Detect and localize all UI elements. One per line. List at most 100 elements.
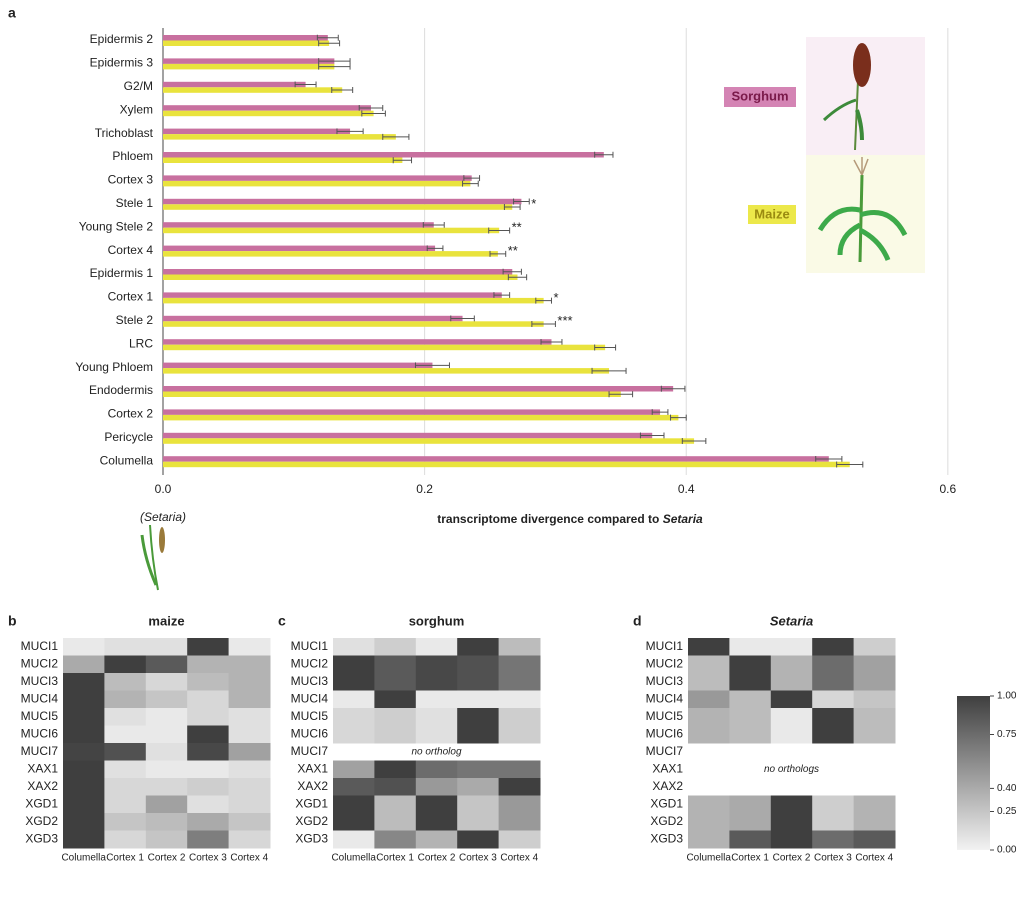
- bar: [163, 292, 502, 298]
- row-label: XGD1: [25, 796, 58, 810]
- row-label: MUCI1: [21, 639, 59, 653]
- heatmap-cell: [498, 830, 541, 849]
- error-bar: [670, 414, 687, 421]
- bar: [163, 58, 335, 64]
- heatmap-cell: [145, 638, 188, 656]
- heatmap-cell: [457, 725, 500, 744]
- heatmap-cell: [498, 813, 541, 831]
- row-label: XAX1: [297, 761, 328, 775]
- heatmap-cell: [415, 725, 458, 744]
- heatmap-cell: [457, 673, 500, 691]
- error-bar: [414, 362, 450, 369]
- significance: ***: [557, 313, 572, 328]
- bar: [163, 315, 463, 322]
- maize-plant: [817, 157, 908, 263]
- error-bar: [531, 321, 556, 328]
- heatmap-cell: [63, 795, 105, 814]
- x-axis-label-italic: Setaria: [663, 512, 703, 526]
- significance: *: [553, 290, 558, 305]
- heatmap-cell: [415, 778, 458, 796]
- colorbar-tick-label: 1.00: [997, 691, 1017, 702]
- row-label: XAX1: [27, 761, 58, 775]
- error-bar: [463, 175, 481, 182]
- heatmap-cell: [374, 690, 417, 709]
- y-tick-label: Trichoblast: [95, 126, 154, 140]
- x-tick-label: 0.2: [416, 482, 433, 496]
- row-label: MUCI5: [21, 709, 59, 723]
- heatmap-cell: [457, 778, 500, 796]
- x-axis-label-text: transcriptome divergence compared to: [437, 512, 659, 526]
- bar: [163, 368, 610, 374]
- heatmap-cell: [853, 655, 896, 674]
- heatmap-cell: [228, 690, 271, 709]
- row-label: XGD2: [25, 814, 58, 828]
- heatmap-cell: [498, 673, 541, 691]
- heatmap-cell: [145, 813, 188, 831]
- column-label: Cortex 1: [731, 853, 769, 864]
- bar: [163, 157, 403, 163]
- heatmap-cell: [770, 795, 813, 814]
- panel-label: d: [633, 613, 642, 629]
- heatmap-cell: [415, 708, 458, 726]
- y-tick-label: Cortex 4: [108, 243, 154, 257]
- heatmap-cell: [374, 673, 417, 691]
- heatmap-cell: [812, 638, 855, 656]
- maize-legend-box: [748, 205, 796, 224]
- row-label: XAX2: [27, 779, 58, 793]
- heatmap-cell: [498, 638, 541, 656]
- row-label: MUCI7: [291, 744, 329, 758]
- heatmap-cell: [63, 725, 105, 744]
- bar: [163, 391, 621, 397]
- heatmap-cell: [145, 795, 188, 814]
- row-label: XGD3: [295, 831, 328, 845]
- heatmap-cell: [812, 725, 855, 744]
- heatmap-cell: [729, 708, 772, 726]
- heatmap-cell: [853, 830, 896, 849]
- heatmap-cell: [729, 638, 772, 656]
- y-tick-label: Endodermis: [89, 383, 153, 397]
- heatmap-cell: [104, 725, 147, 744]
- error-bar: [594, 344, 617, 351]
- heatmap-cell: [374, 708, 417, 726]
- bar: [163, 81, 306, 88]
- bar: [163, 386, 674, 392]
- error-bar: [513, 198, 530, 205]
- heatmap-cell: [688, 795, 730, 814]
- heatmap-cell: [104, 708, 147, 726]
- heatmap-cell: [770, 830, 813, 849]
- heatmap-cell: [63, 655, 105, 674]
- bar: [163, 456, 829, 462]
- row-label: MUCI1: [291, 639, 329, 653]
- bar: [163, 339, 552, 345]
- heatmap-cell: [333, 673, 375, 691]
- heatmap-cell: [853, 795, 896, 814]
- heatmap-cell: [457, 690, 500, 709]
- error-bar: [336, 128, 364, 135]
- bar: [163, 227, 500, 234]
- row-label: MUCI6: [21, 726, 59, 740]
- y-tick-label: LRC: [129, 336, 153, 350]
- x-tick-label: 0.0: [155, 482, 172, 496]
- heatmap-cell: [812, 813, 855, 831]
- heatmap-cell: [333, 690, 375, 709]
- heatmap-cell: [770, 725, 813, 744]
- row-label: MUCI3: [21, 674, 59, 688]
- heatmap-cell: [228, 708, 271, 726]
- heatmap-cell: [63, 743, 105, 761]
- column-label: Cortex 2: [773, 853, 811, 864]
- colorbar: [957, 696, 990, 850]
- heatmap-cell: [145, 760, 188, 779]
- bar: [163, 269, 513, 275]
- row-label: MUCI4: [291, 691, 329, 705]
- bar: [163, 180, 471, 187]
- column-label: Cortex 4: [500, 853, 538, 864]
- error-bar: [493, 292, 511, 299]
- y-tick-label: Cortex 1: [108, 290, 154, 304]
- heatmap-cell: [63, 760, 105, 779]
- heatmap-cell: [333, 760, 375, 779]
- heatmap-cell: [812, 690, 855, 709]
- error-bar: [358, 104, 384, 111]
- colorbar-tick-label: 0.40: [997, 783, 1017, 794]
- row-label: MUCI2: [646, 656, 684, 670]
- error-bar: [502, 268, 522, 275]
